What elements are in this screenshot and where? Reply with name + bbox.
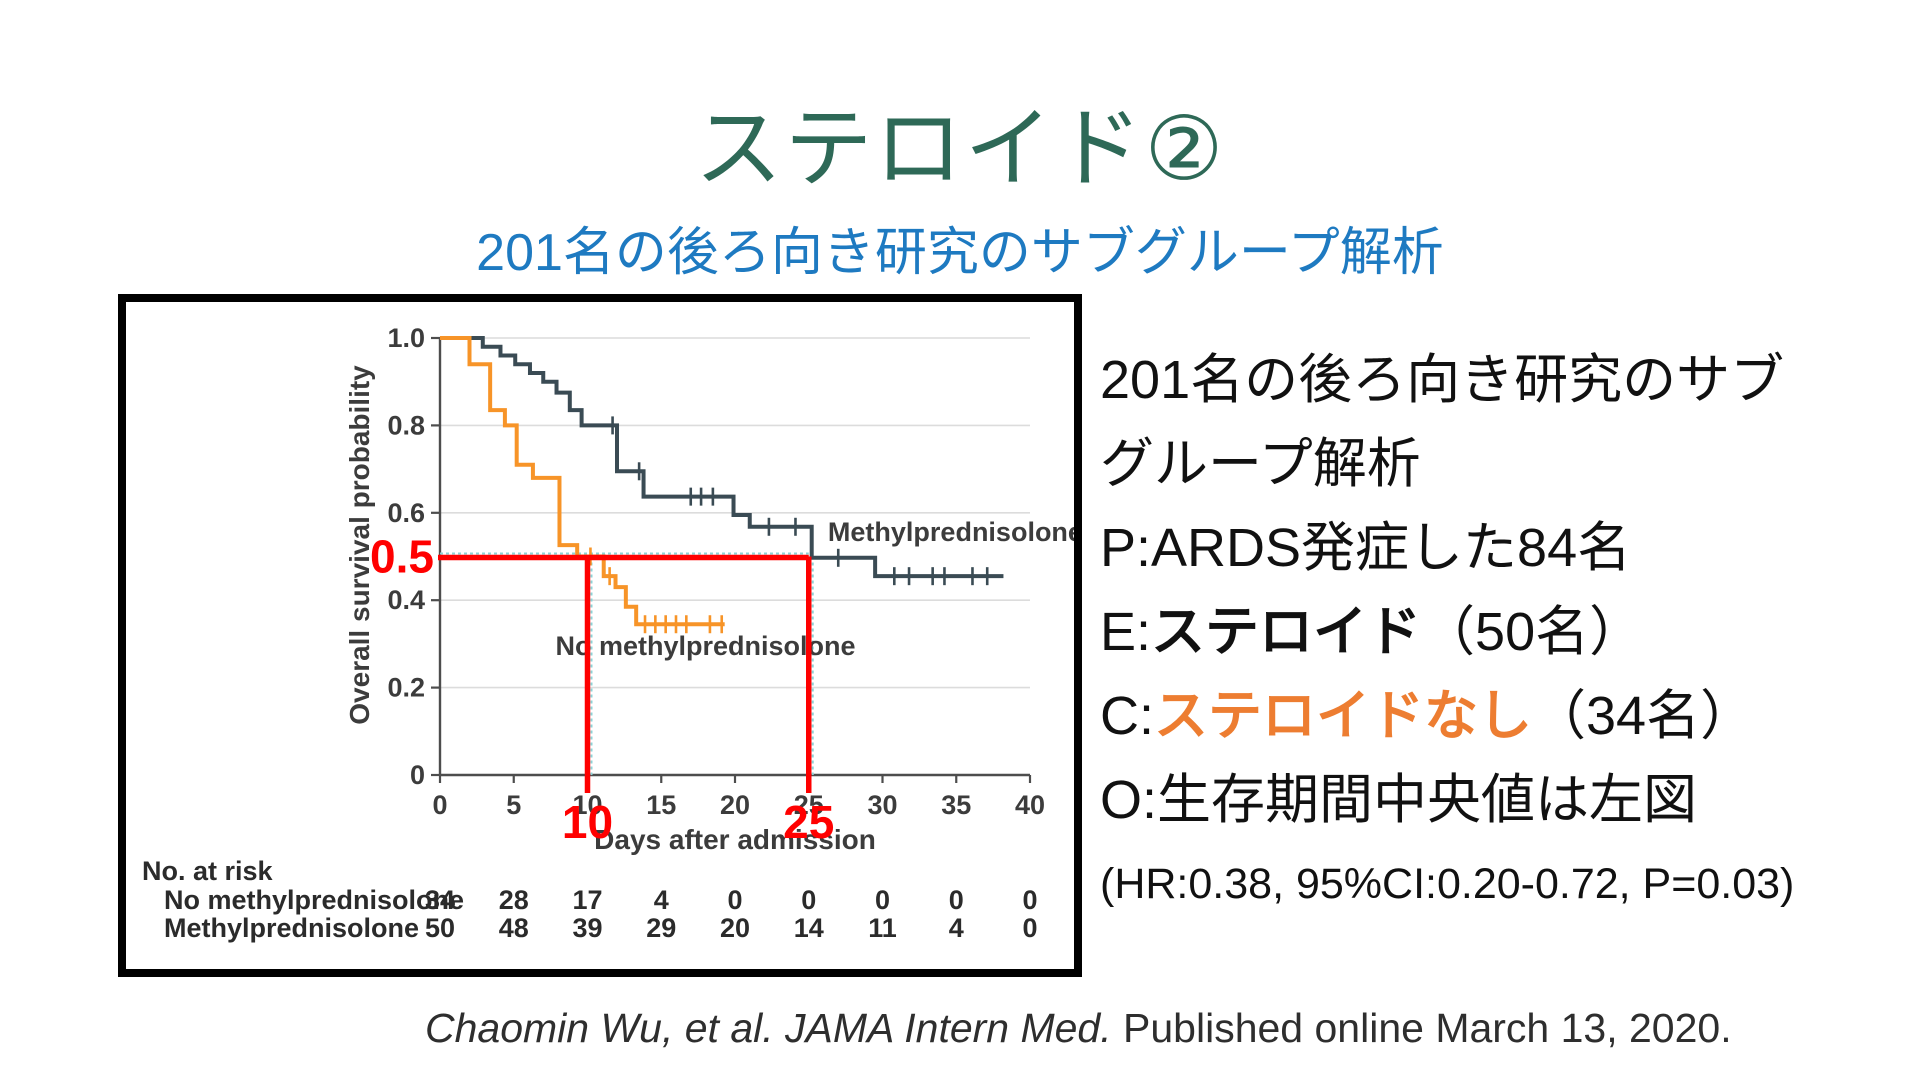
svg-text:34: 34: [425, 885, 455, 915]
x-axis-label: Days after admission: [594, 824, 876, 855]
svg-text:0: 0: [1022, 885, 1037, 915]
svg-text:30: 30: [867, 790, 897, 820]
curve-label-methylprednisolone: Methylprednisolone: [828, 517, 1074, 547]
pico-o-text: 生存期間中央値は左図: [1157, 770, 1698, 830]
pico-outcome-line: O:生存期間中央値は左図: [1100, 758, 1920, 842]
pico-comparison-line: C:ステロイドなし（34名）: [1100, 674, 1920, 758]
svg-text:0: 0: [1022, 913, 1037, 943]
median-day-label-25: 25: [783, 796, 834, 848]
svg-text:48: 48: [499, 913, 529, 943]
svg-text:0: 0: [727, 885, 742, 915]
pico-o-prefix: O:: [1100, 770, 1158, 830]
svg-text:17: 17: [572, 885, 602, 915]
citation: Chaomin Wu, et al. JAMA Intern Med. Publ…: [425, 1005, 1915, 1052]
svg-text:15: 15: [646, 790, 676, 820]
svg-text:0: 0: [801, 885, 816, 915]
study-summary-line2: グループ解析: [1100, 434, 1421, 494]
svg-text:20: 20: [720, 790, 750, 820]
pico-exposure-line: E:ステロイド（50名）: [1100, 590, 1920, 674]
risk-row-label-methylprednisolone: Methylprednisolone: [164, 913, 419, 943]
svg-text:0.4: 0.4: [387, 585, 425, 615]
study-summary-line1: 201名の後ろ向き研究のサブ: [1100, 350, 1785, 410]
km-survival-chart: 1.00.80.60.40.200 5 10 15 20 25 30 35 40Overall …: [142, 323, 1074, 943]
page-subtitle: 201名の後ろ向き研究のサブグループ解析: [476, 224, 1444, 282]
citation-publish-date: Published online March 13, 2020.: [1111, 1005, 1732, 1051]
median-day-label-10: 10: [562, 796, 613, 848]
svg-text:29: 29: [646, 913, 676, 943]
pico-population-line: P:ARDS発症した84名: [1100, 506, 1920, 590]
svg-text:0: 0: [949, 885, 964, 915]
svg-text:20: 20: [720, 913, 750, 943]
svg-text:35: 35: [941, 790, 971, 820]
svg-text:0.2: 0.2: [387, 673, 425, 703]
median-probability-label: 0.5: [370, 531, 434, 583]
svg-text:10: 10: [572, 790, 602, 820]
annotation-panel: 201名の後ろ向き研究のサブ グループ解析 P:ARDS発症した84名 E:ステ…: [1100, 338, 1920, 926]
curve-label-no-methylprednisolone: No methylprednisolone: [555, 631, 855, 661]
km-curve-methylprednisolone: [440, 336, 1004, 579]
page-title: ステロイド②: [694, 99, 1226, 198]
svg-text:0: 0: [432, 790, 447, 820]
citation-reference: Chaomin Wu, et al. JAMA Intern Med.: [425, 1005, 1112, 1051]
svg-text:0.6: 0.6: [387, 498, 425, 528]
hazard-ratio-stats: (HR:0.38, 95%CI:0.20-0.72, P=0.03): [1100, 860, 1795, 908]
svg-text:28: 28: [499, 885, 529, 915]
pico-e-prefix: E:: [1100, 602, 1152, 662]
svg-text:1.0: 1.0: [387, 323, 425, 353]
y-axis-label: Overall survival probability: [344, 365, 375, 725]
svg-text:4: 4: [949, 913, 964, 943]
svg-text:0: 0: [410, 760, 425, 790]
svg-text:5: 5: [506, 790, 521, 820]
svg-text:4: 4: [654, 885, 669, 915]
svg-text:25: 25: [794, 790, 824, 820]
svg-text:40: 40: [1015, 790, 1045, 820]
risk-row-label-no-methylprednisolone: No methylprednisolone: [164, 885, 464, 915]
pico-e-suffix: （50名）: [1421, 602, 1644, 662]
pico-c-suffix: （34名）: [1532, 686, 1755, 746]
svg-text:39: 39: [572, 913, 602, 943]
pico-c-prefix: C:: [1100, 686, 1154, 746]
risk-table-title: No. at risk: [142, 856, 274, 886]
pico-p-prefix: P:: [1100, 518, 1152, 578]
pico-c-bold: ステロイドなし: [1154, 686, 1532, 746]
km-curve-no-methylprednisolone: [440, 336, 725, 627]
pico-p-text: ARDS発症した84名: [1151, 518, 1632, 578]
svg-text:0: 0: [875, 885, 890, 915]
km-survival-figure: 1.0 0.8 0.6 0.4 0.2 0 0 5 10 15 20 25 30 35 40 Overall …: [118, 294, 1082, 977]
svg-text:50: 50: [425, 913, 455, 943]
svg-text:14: 14: [794, 913, 824, 943]
svg-text:11: 11: [868, 913, 897, 943]
svg-text:0.8: 0.8: [387, 410, 425, 440]
pico-e-bold: ステロイド: [1151, 602, 1422, 662]
